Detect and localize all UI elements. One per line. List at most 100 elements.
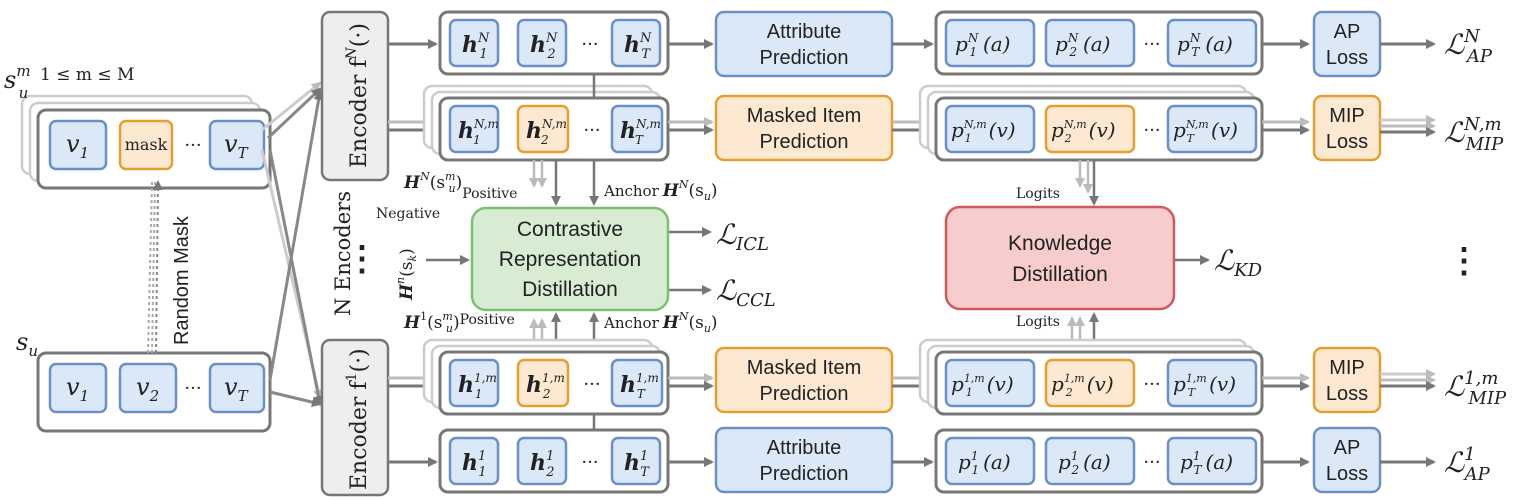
svg-text:hN,m2: hN,m 2 (526, 117, 567, 147)
knowledge-distillation: Knowledge Distillation (944, 205, 1176, 311)
ap-loss-top: AP Loss (1312, 10, 1382, 78)
orig-seq-label: su (16, 328, 38, 360)
loss-ap-1: ℒ1 AP (1444, 444, 1491, 485)
svg-text:···: ··· (1143, 34, 1160, 55)
svg-text:Loss: Loss (1326, 131, 1368, 153)
masked-seq-range: 1 ≤ m ≤ M (40, 65, 134, 85)
svg-text:mask: mask (125, 135, 168, 154)
mip-loss-top: MIP Loss (1312, 94, 1382, 162)
svg-text:···: ··· (583, 120, 600, 141)
svg-text:MIP: MIP (1329, 357, 1365, 379)
masked-item-prediction-top: Masked Item Prediction (714, 94, 894, 162)
svg-text:Prediction: Prediction (760, 47, 849, 69)
loss-mip-1m: ℒ1,m MIP (1444, 368, 1507, 409)
svg-text:Masked Item: Masked Item (747, 357, 861, 379)
svg-text:Prediction: Prediction (760, 463, 849, 485)
svg-text:Encoder f1(·): Encoder f1(·) (344, 348, 372, 490)
random-mask-label: Random Mask (171, 215, 193, 345)
loss-ap-N: ℒN AP (1444, 26, 1493, 67)
loss-mip-Nm: ℒN,m MIP (1444, 114, 1504, 155)
svg-text:Distillation: Distillation (522, 278, 618, 301)
svg-text:Loss: Loss (1326, 383, 1368, 405)
svg-text:···: ··· (581, 34, 598, 55)
svg-text:p1,m2(v): p1,m 2 (v) (1051, 372, 1114, 399)
loss-kd: ℒKD (1214, 244, 1263, 281)
random-mask-arrows (147, 180, 163, 354)
p-v-Nm-stack: pN,m 1 (v) pN,m 2 (v) ··· pN,m T (v) (918, 84, 1264, 162)
svg-text:p1,mT(v): p1,m T (v) (1173, 372, 1236, 399)
svg-text:hN,mT: hN,m T (620, 117, 661, 147)
right-vdots: ⋮ (1447, 241, 1481, 281)
svg-text:v1: v1 (66, 130, 89, 162)
h-N-sequence: hN 1 hN 2 ··· hN T (438, 10, 670, 76)
svg-text:vT: vT (224, 373, 249, 405)
attribute-prediction-top: Attribute Prediction (714, 10, 894, 78)
svg-text:vT: vT (224, 130, 249, 162)
logits-label-bottom: Logits (1016, 314, 1060, 330)
logits-label-top: Logits (1016, 186, 1060, 202)
svg-text:Loss: Loss (1326, 463, 1368, 485)
h-Nm-stack: hN,m 1 hN,m 2 ··· hN,m T (422, 84, 670, 162)
masked-seq-label: sm u (4, 62, 31, 102)
svg-text:···: ··· (184, 135, 201, 156)
p-a-1-sequence: p1 1 (a) p1 2 (a) ··· p1 T (a) (934, 428, 1264, 494)
svg-text:v1: v1 (66, 373, 89, 405)
svg-text:h1,m2: h1,m 2 (526, 371, 565, 401)
svg-text:pNT(a): pN T (a) (1177, 31, 1233, 59)
svg-text:Prediction: Prediction (760, 383, 849, 405)
masked-item-prediction-bottom: Masked Item Prediction (714, 346, 894, 414)
svg-text:v2: v2 (136, 373, 159, 405)
svg-text:p1,m1(v): p1,m 1 (v) (951, 372, 1014, 399)
svg-text:Prediction: Prediction (760, 131, 849, 153)
masked-item-vT (208, 119, 266, 171)
svg-text:···: ··· (1143, 452, 1160, 473)
positive-label-top: HN(sm u)Positive (403, 170, 517, 202)
svg-text:Loss: Loss (1326, 47, 1368, 69)
svg-text:pN2(a): pN 2 (a) (1055, 31, 1110, 59)
loss-ccl: ℒCCL (716, 274, 776, 311)
svg-text:hNT: hN T (624, 31, 652, 62)
svg-text:AP: AP (1334, 21, 1361, 43)
svg-text:hN2: hN 2 (530, 31, 558, 62)
anchor-label-top: Anchor HN(su) (603, 178, 718, 203)
contrastive-representation-distillation: Contrastive Representation Distillation (470, 206, 670, 312)
encoders-vdots: ⋮ (345, 239, 379, 279)
svg-text:AP: AP (1334, 437, 1361, 459)
svg-text:pN,m1(v): pN,m 1 (v) (951, 118, 1016, 145)
svg-text:Attribute: Attribute (767, 21, 841, 43)
svg-text:Representation: Representation (499, 248, 641, 271)
ap-loss-bottom: AP Loss (1312, 426, 1382, 494)
attribute-prediction-bottom: Attribute Prediction (714, 426, 894, 494)
svg-text:p12(a): p1 2 (a) (1058, 449, 1111, 477)
svg-text:Knowledge: Knowledge (1008, 232, 1112, 255)
svg-text:pN1(a): pN 1 (a) (955, 31, 1010, 59)
svg-text:Encoder fN(·): Encoder fN(·) (344, 23, 372, 168)
svg-text:Masked Item: Masked Item (747, 105, 861, 127)
svg-text:pN,m2(v): pN,m 2 (v) (1051, 118, 1116, 145)
svg-text:Attribute: Attribute (767, 437, 841, 459)
svg-text:pN,mT(v): pN,m T (v) (1173, 118, 1238, 145)
encoder-top: Encoder fN(·) (320, 10, 390, 182)
input-to-encoder-arrows (260, 81, 324, 407)
svg-text:Contrastive: Contrastive (517, 218, 623, 241)
svg-text:hN,m1: hN,m 1 (458, 117, 499, 147)
loss-icl: ℒICL (716, 218, 769, 255)
svg-text:h1,mT: h1,m T (620, 371, 659, 401)
svg-text:hN1: hN 1 (462, 31, 490, 62)
h-1m-stack: h1,m 1 h1,m 2 ··· h1,m T (422, 338, 670, 416)
p-v-1m-stack: p1,m 1 (v) p1,m 2 (v) ··· p1,m T (v) (918, 338, 1264, 416)
h-1-sequence: h1 1 h1 2 ··· h1 T (438, 428, 670, 494)
contrastive-arrows (426, 160, 712, 340)
negative-H-label: Hn(sk) (394, 248, 419, 301)
kd-arrows (1067, 160, 1210, 340)
svg-text:h1T: h1 T (624, 449, 650, 480)
masked-sequence-stack: v1 mask ··· vT (20, 94, 272, 190)
svg-text:···: ··· (1143, 120, 1160, 141)
original-sequence: v1 v2 ··· vT (36, 351, 272, 433)
svg-text:h1,m1: h1,m 1 (458, 371, 497, 401)
svg-text:···: ··· (1143, 374, 1160, 395)
mip-loss-bottom: MIP Loss (1312, 346, 1382, 414)
mask-token (118, 119, 174, 171)
svg-text:p11(a): p1 1 (a) (958, 449, 1011, 477)
